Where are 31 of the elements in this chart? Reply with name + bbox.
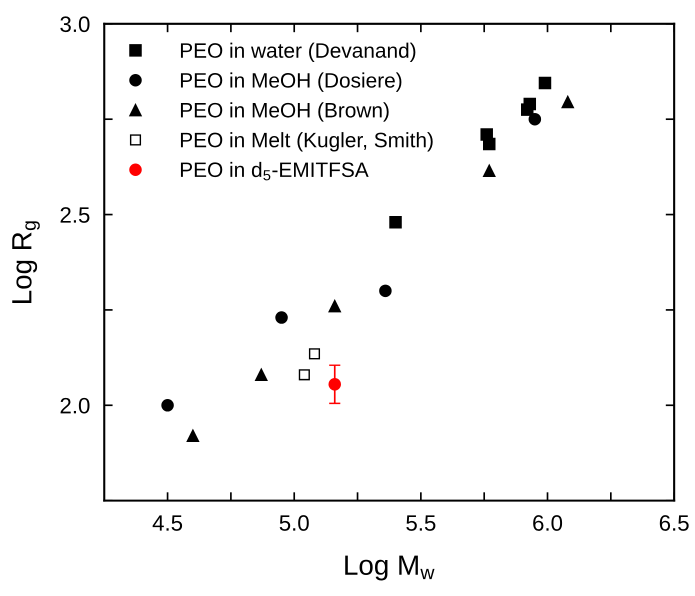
point [562, 96, 574, 108]
legend-label: PEO in Melt (Kugler, Smith) [180, 132, 433, 152]
y-tick-label: 2.5 [60, 207, 90, 223]
point [328, 300, 341, 312]
point [483, 138, 496, 150]
point [538, 76, 552, 90]
x-axis-title: Log M$_{w}$ [345, 556, 434, 580]
y-tick-label: 3.0 [60, 16, 90, 32]
point [328, 378, 341, 391]
x-tick-label: 6.0 [533, 515, 562, 531]
x-tick-label: 4.5 [152, 515, 182, 531]
x-tick-label: 5.0 [280, 515, 309, 531]
point [308, 348, 320, 360]
x-tick-label: 5.5 [406, 515, 436, 531]
legend-label: PEO in d$_{5}$-EMITFSA [180, 162, 369, 180]
point [379, 284, 392, 298]
point [255, 368, 268, 382]
legend-label: PEO in MeOH (Dosiere) [180, 72, 402, 92]
point [161, 399, 174, 412]
point [524, 98, 536, 110]
legend-label: PEO in MeOH (Brown) [180, 102, 389, 122]
point [389, 216, 402, 228]
point [528, 112, 542, 126]
point [186, 430, 200, 442]
legend-label: PEO in water (Devanand) [180, 42, 416, 62]
point [275, 311, 288, 324]
point [298, 369, 310, 380]
point [483, 164, 496, 177]
y-axis-title: Log R$_{g}$ [12, 221, 40, 304]
x-tick-label: 6.5 [660, 515, 689, 531]
y-tick-label: 2.0 [60, 398, 90, 414]
